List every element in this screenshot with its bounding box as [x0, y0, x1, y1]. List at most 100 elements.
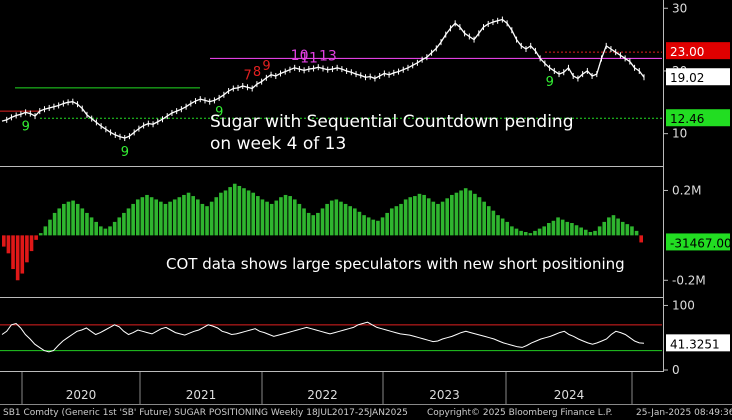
price-segment [445, 27, 451, 35]
x-tick-label: 2022 [307, 388, 338, 402]
cot-bar [537, 228, 542, 236]
cot-bar [533, 230, 537, 236]
price-segment [275, 72, 281, 77]
cot-bar [311, 215, 316, 236]
cot-bar [246, 190, 251, 236]
price-segment [403, 67, 409, 71]
price-segment [303, 68, 310, 71]
cot-bar [85, 212, 89, 236]
price-segment [459, 26, 466, 34]
cot-bar [11, 235, 15, 270]
price-segment [336, 67, 343, 70]
cot-bar [117, 217, 122, 236]
cot-bar [560, 219, 565, 236]
setup-count-label: 7 [243, 68, 251, 83]
cot-bar [389, 208, 394, 236]
cot-bar [228, 187, 232, 236]
price-segment [407, 64, 413, 69]
cot-bar [66, 201, 71, 236]
price-segment [6, 116, 12, 121]
price-segment [464, 32, 470, 38]
price-segment [200, 98, 206, 102]
price-segment [398, 69, 404, 73]
price-segment [237, 85, 243, 89]
cot-bar [75, 203, 80, 236]
support-value-label: 12.46 [670, 112, 704, 126]
cot-bar [426, 198, 431, 236]
cot-bar [565, 221, 570, 236]
price-segment [577, 73, 584, 79]
setup-count-label: 8 [253, 65, 261, 80]
price-last-value-label-bg [666, 68, 730, 86]
cot-bar [182, 194, 186, 236]
cot-bar [611, 215, 616, 236]
price-segment [157, 118, 163, 123]
cot-bar [94, 221, 98, 236]
price-segment [365, 75, 371, 78]
cot-bar [25, 235, 29, 263]
price-segment [91, 118, 97, 123]
price-segment [115, 134, 121, 138]
price-segment [195, 98, 201, 102]
cot-bar [597, 226, 602, 236]
cot-bar [320, 208, 325, 236]
price-segment [86, 114, 93, 120]
price-segment [341, 68, 347, 72]
price-segment [473, 32, 480, 41]
rsi-last-value-label: 41.3251 [670, 337, 720, 351]
price-segment [72, 101, 78, 105]
price-segment [289, 67, 295, 71]
price-segment [454, 22, 461, 28]
cot-bar [620, 221, 625, 236]
cot-bar [145, 194, 149, 236]
cot-bar [274, 200, 279, 236]
cot-bar [547, 223, 551, 236]
cot-bar [380, 217, 385, 236]
x-tick-label: 2024 [554, 388, 585, 402]
cot-bar [329, 200, 334, 236]
cot-bar [15, 235, 20, 281]
cot-bar [191, 196, 195, 236]
price-segment [388, 72, 395, 76]
cot-bar [126, 208, 131, 236]
price-segment [63, 101, 69, 105]
cot-bar [579, 227, 583, 236]
cot-bar [519, 230, 523, 236]
price-segment [327, 68, 333, 71]
price-segment [534, 50, 541, 59]
cot-bar [29, 235, 34, 252]
setup-count-label: 9 [22, 119, 30, 134]
setup-count-label: 4 [649, 0, 657, 4]
rsi-panel: 0 100 41.3251 [0, 298, 730, 377]
support-value-label-bg [666, 109, 730, 127]
price-segment [129, 131, 135, 137]
price-segment [431, 47, 437, 54]
cot-bar [251, 192, 256, 236]
price-segment [624, 57, 631, 63]
rsi-line [1, 321, 645, 353]
cot-bar [583, 229, 588, 236]
cot-bar [112, 221, 117, 236]
cot-bar [570, 223, 574, 236]
price-segment [20, 111, 26, 115]
price-segment [11, 114, 17, 118]
price-segment [346, 70, 352, 73]
resistance-value-label: 23.00 [670, 45, 704, 59]
price-segment [265, 74, 272, 79]
price-segment [15, 113, 22, 117]
cot-bar [551, 220, 556, 236]
cot-bar [168, 201, 172, 236]
cot-bar [634, 230, 639, 236]
cot-bar [445, 198, 450, 236]
price-segment [110, 131, 116, 136]
footer-right: 25-Jan-2025 08:49:36 [636, 408, 732, 418]
cot-bar [334, 199, 339, 236]
cot-bar [122, 212, 126, 236]
cot-bar [48, 219, 52, 236]
price-segment [223, 90, 229, 96]
price-segment [421, 56, 428, 61]
price-segment [209, 99, 215, 103]
price-segment [284, 69, 291, 73]
price-segment [351, 71, 357, 75]
